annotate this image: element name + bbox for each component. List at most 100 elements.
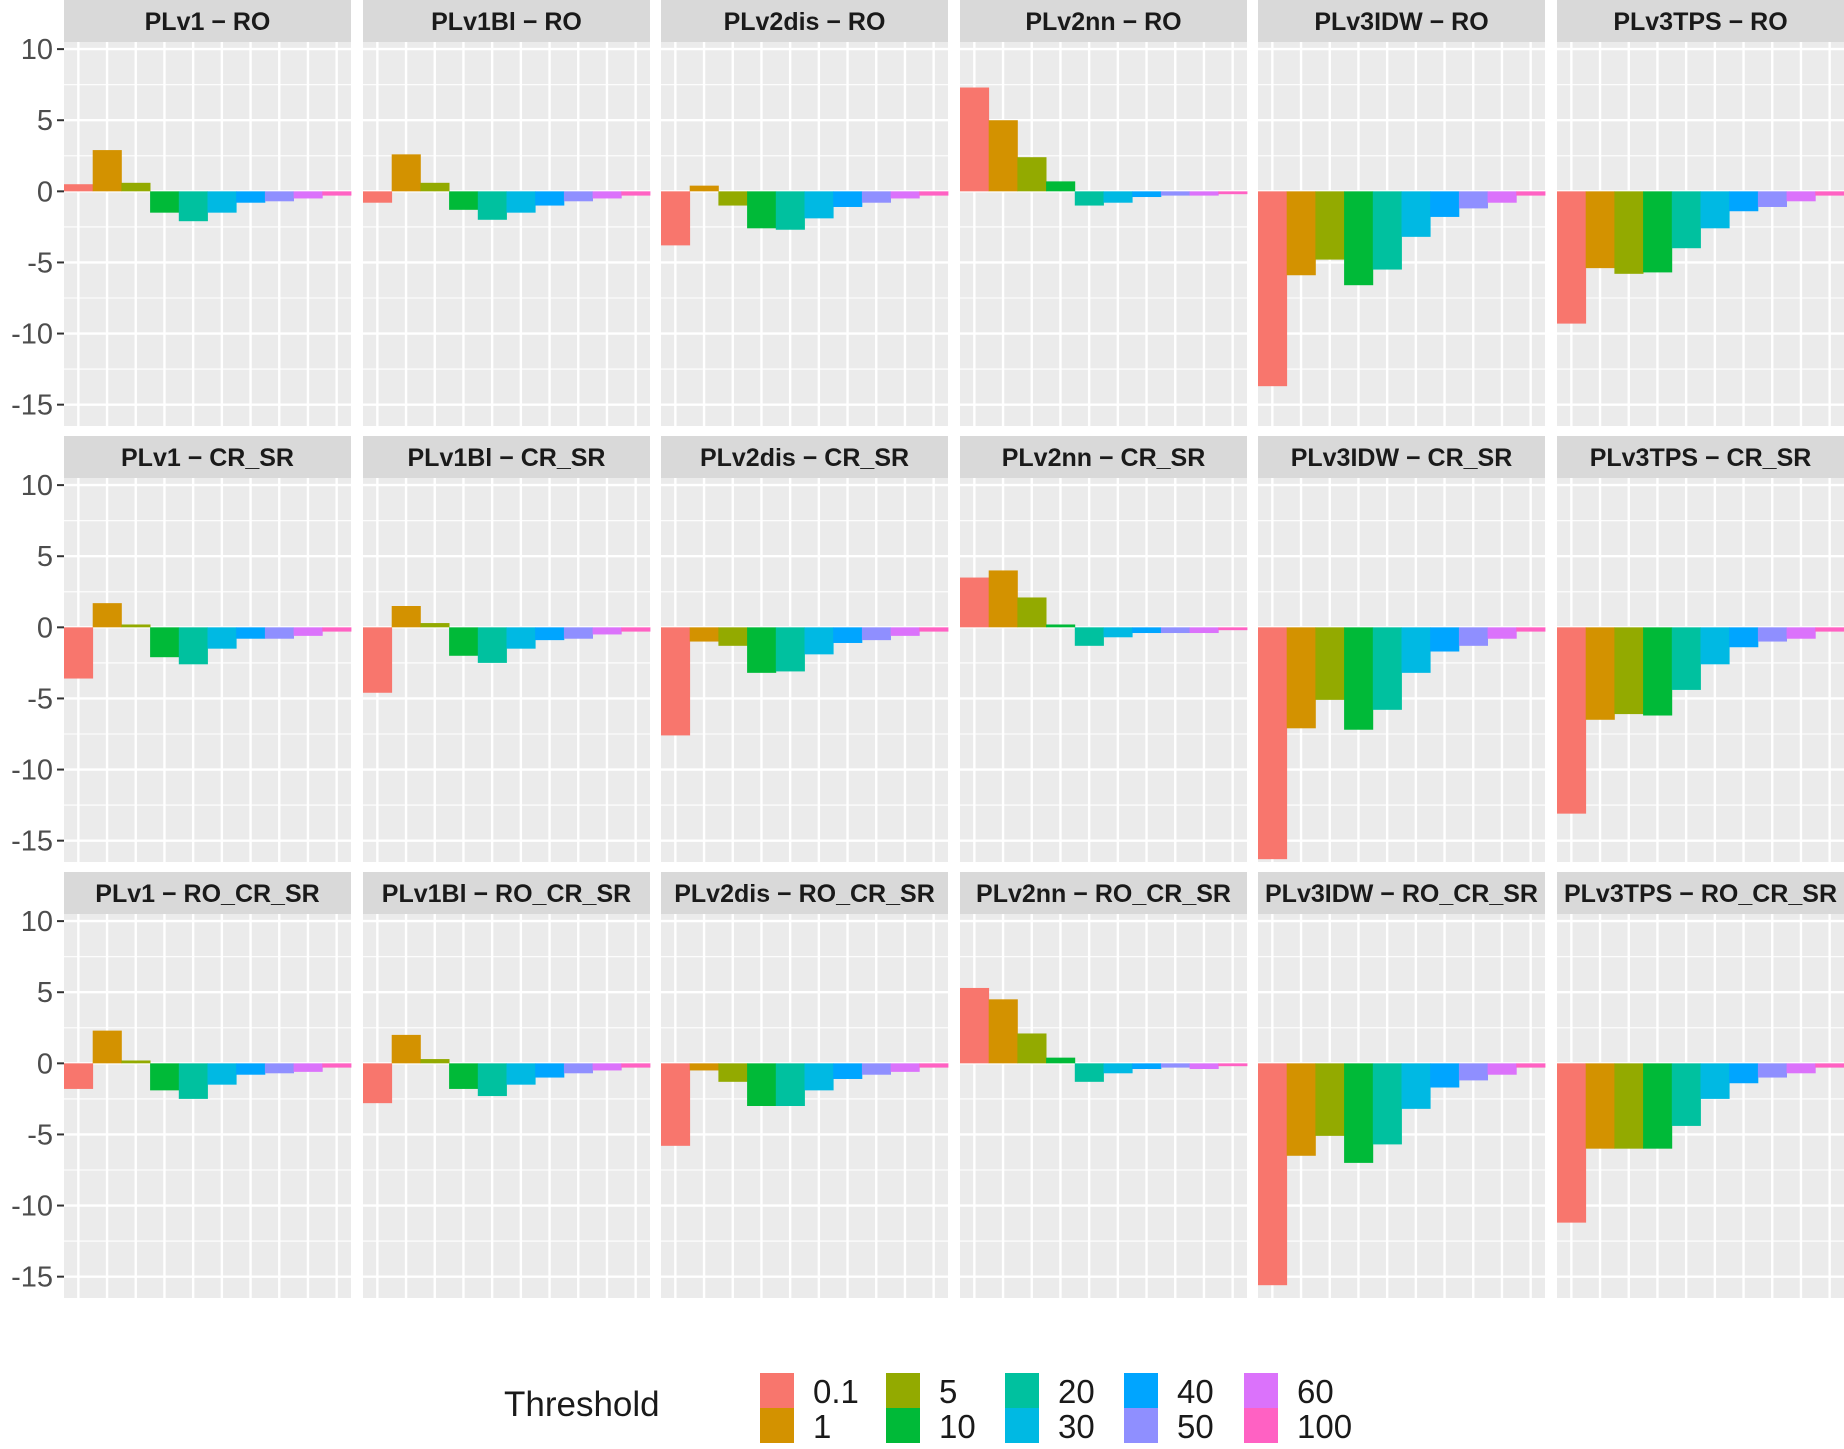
bar — [1614, 191, 1644, 274]
facet-panel: PLv2nn − RO — [960, 0, 1248, 426]
bar — [1757, 191, 1787, 207]
facet-strip — [1258, 0, 1545, 42]
bar — [833, 191, 863, 207]
bar — [1700, 1063, 1730, 1099]
bar — [1671, 1063, 1701, 1126]
bar — [1458, 191, 1488, 209]
bar — [1017, 597, 1047, 628]
bar — [1189, 1063, 1219, 1070]
bar — [988, 999, 1018, 1064]
panel-background — [363, 914, 650, 1298]
legend-key — [1005, 1373, 1039, 1408]
bar — [988, 120, 1018, 192]
y-tick-label: 5 — [37, 977, 53, 1009]
facet-panel: PLv2dis − RO_CR_SR — [661, 872, 949, 1298]
bar — [293, 1063, 323, 1072]
bar — [592, 191, 622, 199]
facet-panel: PLv1 − RO_CR_SR 10 5 0 -5 -10 -15 — [11, 872, 352, 1298]
bar — [592, 627, 622, 635]
y-tick-label: -5 — [27, 683, 53, 715]
bar — [1458, 627, 1488, 646]
facet-title: PLv1 − RO_CR_SR — [95, 880, 319, 908]
bar — [621, 191, 651, 196]
facet-strip — [661, 872, 948, 914]
facet-panel: PLv1 − RO 10 5 0 -5 -10 -15 — [11, 0, 352, 426]
bar — [1729, 191, 1759, 212]
bar — [1189, 191, 1219, 196]
bar — [1643, 191, 1673, 273]
bar — [1786, 627, 1816, 639]
bar — [477, 1063, 507, 1097]
y-tick-label: -10 — [11, 755, 53, 787]
bar — [1372, 627, 1402, 710]
bar — [1401, 1063, 1431, 1109]
facet-panel: PLv1Bl − CR_SR — [363, 436, 651, 862]
facet-strip — [363, 872, 650, 914]
y-tick-label: 0 — [37, 612, 53, 644]
bar — [92, 1030, 122, 1064]
bar — [833, 1063, 863, 1079]
bar — [1786, 191, 1816, 202]
facet-panel: PLv3IDW − CR_SR — [1258, 436, 1546, 862]
bar — [178, 1063, 208, 1099]
bar — [1315, 191, 1345, 260]
bar — [1643, 627, 1673, 716]
bar — [1258, 1063, 1288, 1286]
bar — [264, 191, 294, 202]
bar — [1430, 627, 1460, 652]
facet-strip — [64, 872, 351, 914]
y-tick-label: 0 — [37, 1048, 53, 1080]
bar — [1458, 1063, 1488, 1081]
facet-title: PLv3TPS − RO — [1613, 8, 1787, 36]
legend-key — [886, 1373, 920, 1408]
bar — [506, 627, 536, 649]
bar — [1074, 627, 1104, 646]
facet-title: PLv3IDW − RO — [1314, 8, 1488, 36]
facet-strip — [1258, 872, 1545, 914]
facet-strip — [363, 0, 650, 42]
facet-strip — [661, 436, 948, 478]
bar — [1344, 1063, 1374, 1163]
bar — [747, 191, 777, 229]
bar — [363, 191, 393, 203]
panel-background — [960, 914, 1247, 1298]
bar — [477, 191, 507, 220]
panel-background — [363, 42, 650, 426]
bar — [661, 1063, 691, 1146]
bar — [207, 191, 237, 213]
bar — [1729, 1063, 1759, 1084]
bar — [293, 627, 323, 636]
facet-strip — [64, 436, 351, 478]
bar — [322, 1063, 352, 1068]
bar — [477, 627, 507, 663]
legend-label: 0.1 — [813, 1373, 859, 1410]
bar — [449, 191, 479, 210]
facet-title: PLv1 − RO — [145, 8, 271, 36]
legend-label: 20 — [1058, 1373, 1095, 1410]
bar — [960, 577, 990, 628]
bar — [661, 191, 691, 246]
bar — [506, 1063, 536, 1085]
facet-strip — [661, 0, 948, 42]
facet-title: PLv3TPS − CR_SR — [1590, 444, 1812, 472]
facet-panel: PLv2nn − RO_CR_SR — [960, 872, 1248, 1298]
bar — [1815, 1063, 1844, 1068]
bar — [1372, 191, 1402, 270]
bar — [391, 1034, 421, 1064]
bar — [1160, 627, 1190, 634]
facet-panel: PLv2dis − CR_SR — [661, 436, 949, 862]
legend-label: 1 — [813, 1408, 831, 1444]
facet-panel: PLv3TPS − CR_SR — [1557, 436, 1844, 862]
bar — [1557, 1063, 1587, 1223]
bar — [264, 627, 294, 639]
bar — [833, 627, 863, 643]
y-tick-label: -10 — [11, 1191, 53, 1223]
bar — [861, 1063, 891, 1075]
bar — [890, 1063, 920, 1072]
bar — [420, 623, 450, 628]
legend-label: 50 — [1177, 1408, 1214, 1444]
bar — [960, 987, 990, 1064]
bar — [1757, 1063, 1787, 1078]
facet-title: PLv3IDW − CR_SR — [1291, 444, 1513, 472]
